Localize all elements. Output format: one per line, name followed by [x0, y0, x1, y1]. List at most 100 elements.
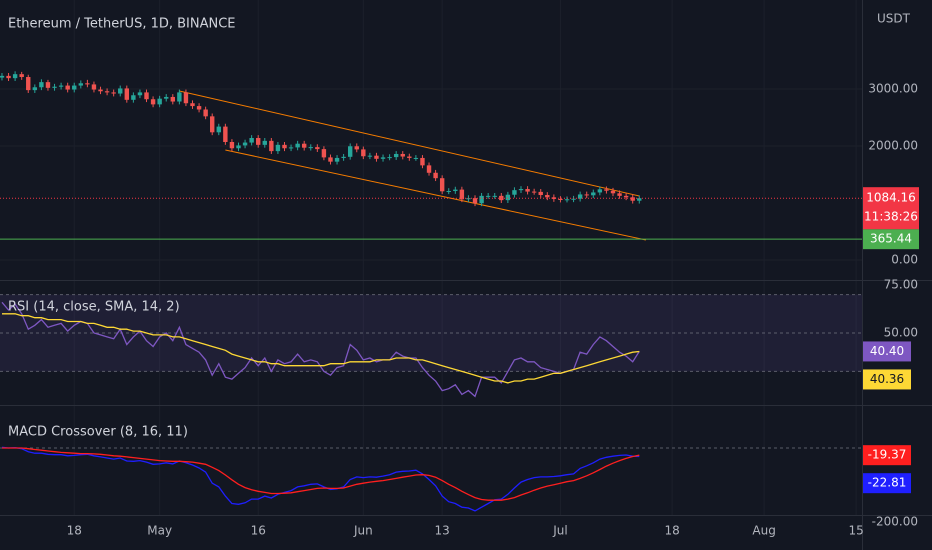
candle-body [118, 88, 123, 94]
candle-body [242, 142, 248, 146]
candle-body [0, 75, 5, 78]
y-tick-label: 75.00 [884, 278, 918, 292]
y-tick-label: 2000.00 [868, 138, 918, 152]
plot-layer [0, 71, 862, 512]
candle-body [295, 143, 300, 148]
price-tag-label: 365.44 [870, 232, 912, 246]
candle-body [26, 77, 31, 91]
macd-title: MACD Crossover (8, 16, 11) [8, 425, 188, 440]
x-tick-label: Jun [353, 524, 373, 538]
candle-body [591, 192, 596, 196]
candle-body [111, 92, 116, 94]
indicator-line [1, 301, 640, 398]
candle-body [459, 189, 465, 200]
candle-body [282, 144, 287, 149]
candle-body [288, 147, 294, 149]
chart-title: Ethereum / TetherUS, 1D, BINANCE [8, 17, 236, 32]
candle-body [104, 91, 110, 93]
candle-body [32, 87, 38, 91]
price-tag [863, 229, 919, 250]
value-tag-label: -22.81 [868, 476, 907, 490]
candle-body [203, 109, 208, 117]
y-tick-label: 3000.00 [868, 81, 918, 95]
last-price-label: 1084.16 [866, 191, 916, 205]
candle-body [170, 96, 175, 102]
candle-body [196, 106, 202, 110]
candle-body [354, 146, 359, 150]
candle-body [98, 89, 103, 92]
trend-line [179, 90, 640, 197]
candle-body [216, 126, 221, 133]
candle-body [531, 191, 537, 193]
candle-body [374, 155, 379, 159]
candle-body [210, 116, 215, 133]
candle-body [453, 189, 458, 192]
candle-body [6, 75, 11, 79]
candle-body [144, 92, 149, 100]
candle-body [505, 194, 511, 201]
candle-body [400, 153, 405, 157]
x-tick-label: 18 [67, 524, 82, 538]
candle-body [269, 140, 274, 152]
candle-body [361, 149, 366, 157]
candle-body [446, 191, 451, 193]
rsi-title: RSI (14, close, SMA, 14, 2) [8, 300, 180, 315]
candle-body [564, 199, 570, 201]
candle-body [124, 88, 130, 100]
candle-body [545, 195, 550, 198]
candle-body [328, 157, 333, 162]
candle-body [551, 197, 557, 199]
x-tick-label: 13 [435, 524, 450, 538]
indicator-line [2, 447, 640, 501]
candle-body [623, 195, 629, 198]
candle-body [472, 198, 478, 204]
y-tick-label: 0.00 [891, 252, 918, 266]
candle-body [604, 189, 609, 191]
currency-label: USDT [877, 12, 911, 26]
candle-body [380, 157, 386, 159]
trend-line [225, 149, 646, 241]
candle-body [492, 195, 497, 197]
value-tag [863, 341, 911, 362]
candle-body [190, 103, 195, 107]
candle-body [518, 189, 524, 191]
candle-body [275, 144, 281, 152]
candle-body [256, 138, 261, 145]
candle-body [223, 126, 228, 142]
candle-body [347, 146, 353, 157]
candle-body [439, 178, 445, 192]
candle-body [584, 194, 589, 196]
candle-body [321, 149, 327, 158]
candle-body [485, 195, 491, 197]
candle-body [164, 96, 169, 99]
x-tick-label: Jul [552, 524, 567, 538]
candle-body [479, 195, 484, 204]
candle-body [538, 191, 543, 196]
candle-body [334, 157, 340, 162]
rsi-band [0, 294, 862, 372]
value-tag [863, 445, 911, 466]
indicator-line [2, 313, 640, 384]
value-tag-label: -19.37 [868, 448, 907, 462]
candle-body [236, 145, 241, 149]
candle-body [393, 153, 399, 158]
candle-body [466, 198, 471, 200]
candle-body [262, 140, 267, 145]
candle-body [617, 193, 622, 196]
candle-body [387, 157, 392, 159]
value-tag-label: 40.36 [870, 372, 904, 386]
candle-body [413, 157, 419, 159]
candle-body [91, 84, 97, 90]
candle-body [341, 156, 346, 158]
candle-body [177, 92, 182, 102]
x-tick-label: 16 [251, 524, 266, 538]
x-tick-label: Aug [752, 524, 775, 538]
value-tag-label: 40.40 [870, 344, 904, 358]
candle-body [597, 189, 603, 193]
candle-body [52, 86, 57, 88]
candle-body [229, 141, 235, 149]
candle-body [426, 165, 432, 173]
candle-body [72, 85, 77, 90]
candle-body [525, 189, 530, 192]
